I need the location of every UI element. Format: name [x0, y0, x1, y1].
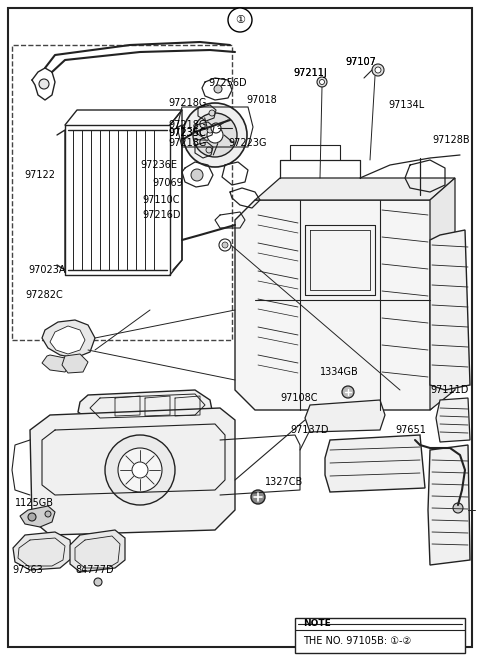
Circle shape: [207, 127, 223, 143]
Circle shape: [207, 127, 213, 133]
Polygon shape: [62, 354, 88, 373]
Circle shape: [132, 462, 148, 478]
Circle shape: [206, 147, 212, 153]
Text: 97282C: 97282C: [25, 290, 63, 300]
Text: 97236E: 97236E: [140, 160, 177, 170]
Circle shape: [28, 513, 36, 521]
Text: 97218G: 97218G: [168, 98, 206, 108]
Text: 97137D: 97137D: [290, 425, 328, 435]
Text: 1125GB: 1125GB: [15, 498, 54, 508]
Polygon shape: [42, 355, 70, 372]
Circle shape: [105, 435, 175, 505]
Text: NOTE: NOTE: [303, 620, 331, 629]
Circle shape: [320, 79, 324, 84]
Polygon shape: [325, 435, 425, 492]
Circle shape: [118, 448, 162, 492]
Circle shape: [342, 386, 354, 398]
Polygon shape: [235, 200, 450, 410]
Text: 97110C: 97110C: [142, 195, 180, 205]
Circle shape: [222, 242, 228, 248]
Circle shape: [183, 103, 247, 167]
Polygon shape: [42, 320, 95, 358]
Circle shape: [317, 77, 327, 87]
Text: 97069: 97069: [152, 178, 183, 188]
Circle shape: [209, 110, 215, 116]
Polygon shape: [78, 390, 212, 420]
Circle shape: [453, 503, 463, 513]
Text: 97111D: 97111D: [430, 385, 468, 395]
Circle shape: [39, 79, 49, 89]
Text: 97651: 97651: [395, 425, 426, 435]
Polygon shape: [50, 326, 85, 354]
Circle shape: [45, 511, 51, 517]
Bar: [295, 618, 465, 653]
Text: 97107: 97107: [345, 57, 376, 67]
Polygon shape: [305, 400, 385, 432]
Circle shape: [193, 113, 237, 157]
Circle shape: [94, 578, 102, 586]
Polygon shape: [20, 506, 55, 527]
Polygon shape: [13, 532, 72, 570]
Circle shape: [214, 85, 222, 93]
Text: 97211J: 97211J: [293, 68, 327, 78]
Text: 97107: 97107: [345, 57, 376, 67]
Circle shape: [211, 123, 221, 133]
Circle shape: [191, 169, 203, 181]
Text: 97235C: 97235C: [168, 128, 206, 138]
Polygon shape: [428, 445, 470, 565]
Text: 1327CB: 1327CB: [265, 477, 303, 487]
Text: 84777D: 84777D: [75, 565, 114, 575]
Circle shape: [251, 490, 265, 504]
Text: 1334GB: 1334GB: [320, 367, 359, 377]
Text: 97363: 97363: [12, 565, 43, 575]
Text: 97122: 97122: [24, 170, 55, 180]
Circle shape: [219, 239, 231, 251]
Text: 97256D: 97256D: [208, 78, 247, 88]
Text: 97023A: 97023A: [28, 265, 65, 275]
Text: 97218G: 97218G: [168, 120, 206, 130]
Text: 97223G: 97223G: [228, 138, 266, 148]
Circle shape: [228, 8, 252, 32]
Text: 97218G: 97218G: [168, 138, 206, 148]
Polygon shape: [30, 408, 235, 535]
Text: 97216D: 97216D: [142, 210, 180, 220]
Text: 97235C: 97235C: [168, 128, 206, 138]
Text: 97134L: 97134L: [388, 100, 424, 110]
Polygon shape: [430, 230, 470, 390]
Text: ①: ①: [235, 15, 245, 25]
Polygon shape: [70, 530, 125, 572]
Text: 97211J: 97211J: [293, 68, 327, 78]
Text: 97108C: 97108C: [280, 393, 317, 403]
Polygon shape: [436, 398, 470, 442]
Bar: [12, 45, 232, 340]
Polygon shape: [430, 178, 455, 410]
Text: THE NO. 97105B: ①-②: THE NO. 97105B: ①-②: [303, 636, 411, 646]
Text: 97128B: 97128B: [432, 135, 469, 145]
Text: 97018: 97018: [246, 95, 277, 105]
Polygon shape: [255, 178, 455, 200]
Circle shape: [372, 64, 384, 76]
Circle shape: [375, 67, 381, 73]
